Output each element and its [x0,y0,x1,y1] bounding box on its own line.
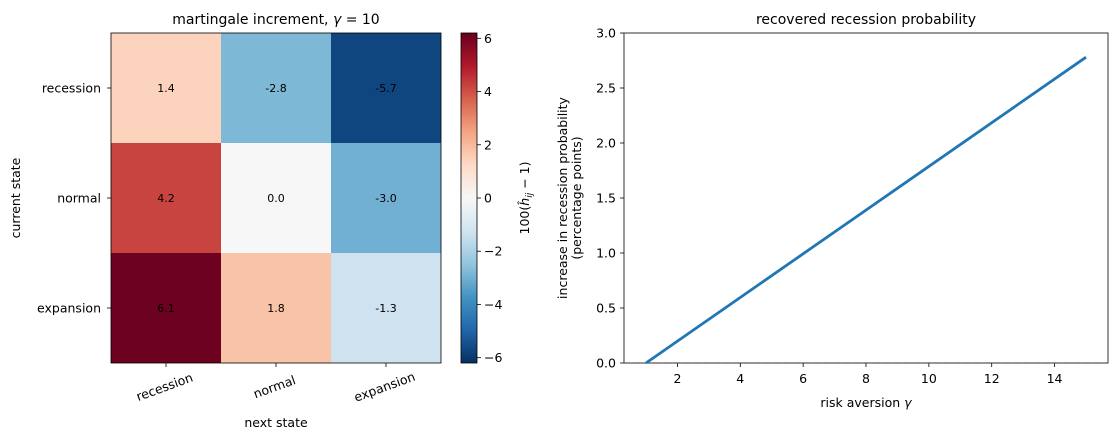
heatmap-cell-label: 6.1 [157,302,175,315]
colorbar-tick-label: −2 [484,244,502,259]
heatmap-cell [221,143,331,253]
line-y-tick-label: 2.0 [596,136,616,151]
colorbar-tick-label: −4 [484,297,502,312]
line-x-tick-label: 14 [1047,371,1063,386]
heatmap-y-tick-label: recession [42,81,101,96]
line-x-tick-label: 2 [673,371,681,386]
line-y-tick-label: 1.5 [596,191,616,206]
heatmap-panel: martingale increment, γ = 10 1.4 -2.8 -5.7… [8,12,442,430]
heatmap-cell-label: 0.0 [267,192,285,205]
colorbar-tick-label: 0 [484,191,492,206]
colorbar-tick-label: 4 [484,84,492,99]
line-y-tick-label: 3.0 [596,26,616,41]
line-plot-frame [623,32,1109,364]
heatmap-cell [221,253,331,363]
heatmap-cell-label: -5.7 [375,82,396,95]
series-line [645,56,1087,365]
colorbar-ticks: −6 −4 −2 0 2 4 6 [477,31,502,365]
heatmap-cell [111,33,221,143]
heatmap-y-tick-label: expansion [37,301,101,316]
heatmap-x-tick-label: recession [134,370,195,404]
heatmap-x-tick-label: normal [251,372,297,401]
heatmap-cell [111,143,221,253]
line-x-tick-label: 6 [799,371,807,386]
heatmap-x-tick-label: expansion [352,369,417,405]
line-x-tick-label: 10 [921,371,937,386]
heatmap-x-axis-label: next state [244,415,308,430]
colorbar-tick-label: −6 [484,350,502,365]
heatmap-cell [331,253,441,363]
line-chart-title: recovered recession probability [756,12,976,28]
heatmap-cell [111,253,221,363]
heatmap-cell-label: 4.2 [157,192,175,205]
heatmap-y-tick-label: normal [57,191,101,206]
line-x-axis-label: risk aversion γ [820,395,912,410]
line-chart-ticks: 2 4 6 8 10 12 14 0.0 0.5 1.0 1.5 2.0 2.5 3.0 [596,26,1062,387]
colorbar-tick-label: 6 [484,31,492,46]
colorbar: −6 −4 −2 0 2 4 6 100(ĥij − 1) [460,31,535,365]
heatmap-cell [221,33,331,143]
heatmap-y-axis-label: current state [8,157,23,238]
heatmap-cell [331,143,441,253]
line-x-tick-label: 4 [736,371,744,386]
line-x-tick-label: 12 [984,371,1000,386]
heatmap-cell-label: -2.8 [265,82,286,95]
heatmap-cell-label: 1.8 [267,302,285,315]
heatmap-cell-label: 1.4 [157,82,175,95]
line-x-tick-label: 8 [862,371,870,386]
colorbar-label: 100(ĥij − 1) [517,162,535,235]
heatmap-cell-label: -1.3 [375,302,396,315]
colorbar-tick-label: 2 [484,137,492,152]
heatmap-cell-label: -3.0 [375,192,396,205]
line-y-tick-label: 0.5 [596,301,616,316]
colorbar-gradient [460,32,478,364]
heatmap-cells: 1.4 -2.8 -5.7 4.2 0.0 -3.0 6.1 1.8 -1.3 [111,33,441,363]
line-chart-marks [624,56,1108,365]
line-y-tick-label: 1.0 [596,246,616,261]
line-y-axis-label-line2: (percentage points) [569,136,584,259]
heatmap-cell [331,33,441,143]
line-panel: recovered recession probability 2 4 6 8 10 12… [555,12,1109,410]
line-y-tick-label: 2.5 [596,81,616,96]
heatmap-title: martingale increment, γ = 10 [172,12,379,28]
line-y-axis-label-line1: increase in recession probability [555,96,570,298]
line-y-tick-label: 0.0 [596,356,616,371]
